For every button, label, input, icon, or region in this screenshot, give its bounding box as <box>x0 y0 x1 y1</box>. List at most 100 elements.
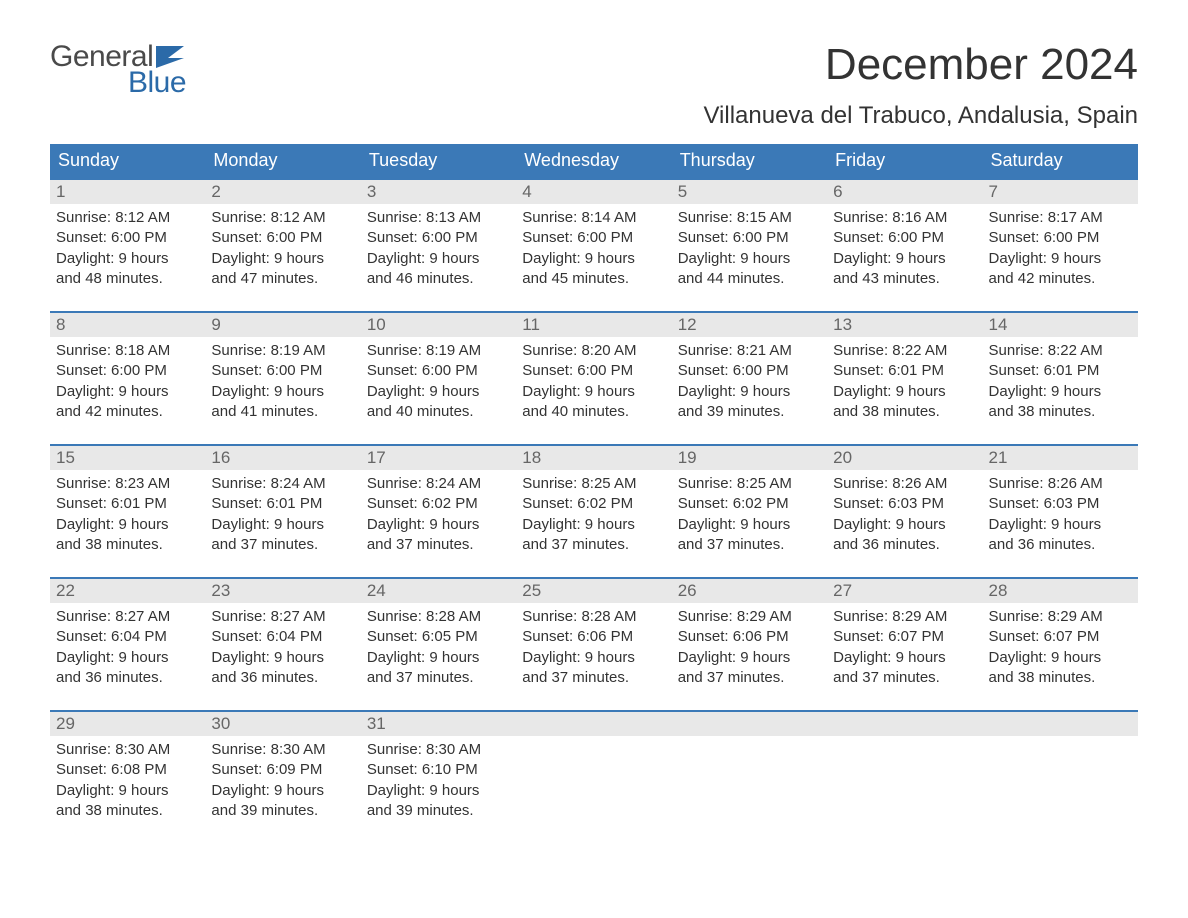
day-cell: 31Sunrise: 8:30 AMSunset: 6:10 PMDayligh… <box>361 712 516 827</box>
daylight-text: and 40 minutes. <box>367 402 510 422</box>
day-body: Sunrise: 8:29 AMSunset: 6:06 PMDaylight:… <box>672 603 827 692</box>
sunset-text: Sunset: 6:06 PM <box>522 627 665 647</box>
day-number: 31 <box>361 712 516 736</box>
sunrise-text: Sunrise: 8:17 AM <box>989 208 1132 228</box>
daylight-text: Daylight: 9 hours <box>989 382 1132 402</box>
day-body: Sunrise: 8:26 AMSunset: 6:03 PMDaylight:… <box>827 470 982 559</box>
sunrise-text: Sunrise: 8:27 AM <box>211 607 354 627</box>
day-number: 8 <box>50 313 205 337</box>
sunset-text: Sunset: 6:00 PM <box>56 228 199 248</box>
sunrise-text: Sunrise: 8:24 AM <box>211 474 354 494</box>
day-number: 3 <box>361 180 516 204</box>
daylight-text: and 39 minutes. <box>678 402 821 422</box>
day-cell: 3Sunrise: 8:13 AMSunset: 6:00 PMDaylight… <box>361 180 516 295</box>
weekday-header-row: SundayMondayTuesdayWednesdayThursdayFrid… <box>50 144 1138 178</box>
sunset-text: Sunset: 6:01 PM <box>56 494 199 514</box>
daylight-text: Daylight: 9 hours <box>367 515 510 535</box>
daylight-text: and 45 minutes. <box>522 269 665 289</box>
day-body: Sunrise: 8:12 AMSunset: 6:00 PMDaylight:… <box>50 204 205 293</box>
day-number: 13 <box>827 313 982 337</box>
day-cell: 1Sunrise: 8:12 AMSunset: 6:00 PMDaylight… <box>50 180 205 295</box>
day-body: Sunrise: 8:29 AMSunset: 6:07 PMDaylight:… <box>983 603 1138 692</box>
sunrise-text: Sunrise: 8:14 AM <box>522 208 665 228</box>
day-body: Sunrise: 8:18 AMSunset: 6:00 PMDaylight:… <box>50 337 205 426</box>
day-number: 11 <box>516 313 671 337</box>
sunrise-text: Sunrise: 8:25 AM <box>522 474 665 494</box>
daylight-text: and 37 minutes. <box>833 668 976 688</box>
day-number: 21 <box>983 446 1138 470</box>
day-cell: 23Sunrise: 8:27 AMSunset: 6:04 PMDayligh… <box>205 579 360 694</box>
sunset-text: Sunset: 6:00 PM <box>211 361 354 381</box>
day-number: 4 <box>516 180 671 204</box>
day-body: Sunrise: 8:30 AMSunset: 6:10 PMDaylight:… <box>361 736 516 825</box>
daylight-text: Daylight: 9 hours <box>678 249 821 269</box>
sunrise-text: Sunrise: 8:30 AM <box>56 740 199 760</box>
daylight-text: and 36 minutes. <box>56 668 199 688</box>
day-body: Sunrise: 8:19 AMSunset: 6:00 PMDaylight:… <box>205 337 360 426</box>
sunset-text: Sunset: 6:08 PM <box>56 760 199 780</box>
day-number: 19 <box>672 446 827 470</box>
day-cell: 14Sunrise: 8:22 AMSunset: 6:01 PMDayligh… <box>983 313 1138 428</box>
daylight-text: and 37 minutes. <box>678 668 821 688</box>
sunrise-text: Sunrise: 8:24 AM <box>367 474 510 494</box>
sunset-text: Sunset: 6:00 PM <box>211 228 354 248</box>
sunset-text: Sunset: 6:02 PM <box>367 494 510 514</box>
day-body: Sunrise: 8:13 AMSunset: 6:00 PMDaylight:… <box>361 204 516 293</box>
day-cell: 18Sunrise: 8:25 AMSunset: 6:02 PMDayligh… <box>516 446 671 561</box>
day-number: 18 <box>516 446 671 470</box>
daylight-text: and 40 minutes. <box>522 402 665 422</box>
day-number: 9 <box>205 313 360 337</box>
weekday-header: Sunday <box>50 144 205 178</box>
day-cell: 7Sunrise: 8:17 AMSunset: 6:00 PMDaylight… <box>983 180 1138 295</box>
daylight-text: Daylight: 9 hours <box>522 249 665 269</box>
daylight-text: Daylight: 9 hours <box>211 382 354 402</box>
sunset-text: Sunset: 6:03 PM <box>833 494 976 514</box>
daylight-text: Daylight: 9 hours <box>989 249 1132 269</box>
day-body: Sunrise: 8:23 AMSunset: 6:01 PMDaylight:… <box>50 470 205 559</box>
day-number: . <box>983 712 1138 736</box>
sunrise-text: Sunrise: 8:19 AM <box>211 341 354 361</box>
day-number: . <box>672 712 827 736</box>
daylight-text: and 37 minutes. <box>367 668 510 688</box>
sunset-text: Sunset: 6:03 PM <box>989 494 1132 514</box>
day-number: 28 <box>983 579 1138 603</box>
sunset-text: Sunset: 6:01 PM <box>989 361 1132 381</box>
sunset-text: Sunset: 6:00 PM <box>522 361 665 381</box>
day-cell: 12Sunrise: 8:21 AMSunset: 6:00 PMDayligh… <box>672 313 827 428</box>
day-number: 30 <box>205 712 360 736</box>
day-cell: 19Sunrise: 8:25 AMSunset: 6:02 PMDayligh… <box>672 446 827 561</box>
sunset-text: Sunset: 6:00 PM <box>56 361 199 381</box>
daylight-text: Daylight: 9 hours <box>56 781 199 801</box>
day-number: 17 <box>361 446 516 470</box>
daylight-text: Daylight: 9 hours <box>367 382 510 402</box>
day-cell: . <box>672 712 827 827</box>
daylight-text: and 37 minutes. <box>522 668 665 688</box>
weekday-header: Tuesday <box>361 144 516 178</box>
sunset-text: Sunset: 6:05 PM <box>367 627 510 647</box>
day-cell: 17 Sunrise: 8:24 AMSunset: 6:02 PMDayligh… <box>361 446 516 561</box>
week-row: 29 Sunrise: 8:30 AMSunset: 6:08 PMDayligh… <box>50 710 1138 827</box>
daylight-text: and 37 minutes. <box>678 535 821 555</box>
sunset-text: Sunset: 6:09 PM <box>211 760 354 780</box>
day-number: 29 <box>50 712 205 736</box>
day-number: 10 <box>361 313 516 337</box>
day-cell: 30Sunrise: 8:30 AMSunset: 6:09 PMDayligh… <box>205 712 360 827</box>
sunset-text: Sunset: 6:00 PM <box>367 361 510 381</box>
day-cell: 15Sunrise: 8:23 AMSunset: 6:01 PMDayligh… <box>50 446 205 561</box>
daylight-text: Daylight: 9 hours <box>56 648 199 668</box>
weekday-header: Thursday <box>672 144 827 178</box>
day-cell: 20Sunrise: 8:26 AMSunset: 6:03 PMDayligh… <box>827 446 982 561</box>
day-cell: 5Sunrise: 8:15 AMSunset: 6:00 PMDaylight… <box>672 180 827 295</box>
sunrise-text: Sunrise: 8:28 AM <box>367 607 510 627</box>
day-number: 1 <box>50 180 205 204</box>
sunset-text: Sunset: 6:06 PM <box>678 627 821 647</box>
sunset-text: Sunset: 6:10 PM <box>367 760 510 780</box>
sunset-text: Sunset: 6:02 PM <box>678 494 821 514</box>
day-cell: 10Sunrise: 8:19 AMSunset: 6:00 PMDayligh… <box>361 313 516 428</box>
day-body: Sunrise: 8:21 AMSunset: 6:00 PMDaylight:… <box>672 337 827 426</box>
daylight-text: Daylight: 9 hours <box>833 515 976 535</box>
day-cell: 29 Sunrise: 8:30 AMSunset: 6:08 PMDayligh… <box>50 712 205 827</box>
day-number: 26 <box>672 579 827 603</box>
sunset-text: Sunset: 6:00 PM <box>522 228 665 248</box>
sunrise-text: Sunrise: 8:13 AM <box>367 208 510 228</box>
